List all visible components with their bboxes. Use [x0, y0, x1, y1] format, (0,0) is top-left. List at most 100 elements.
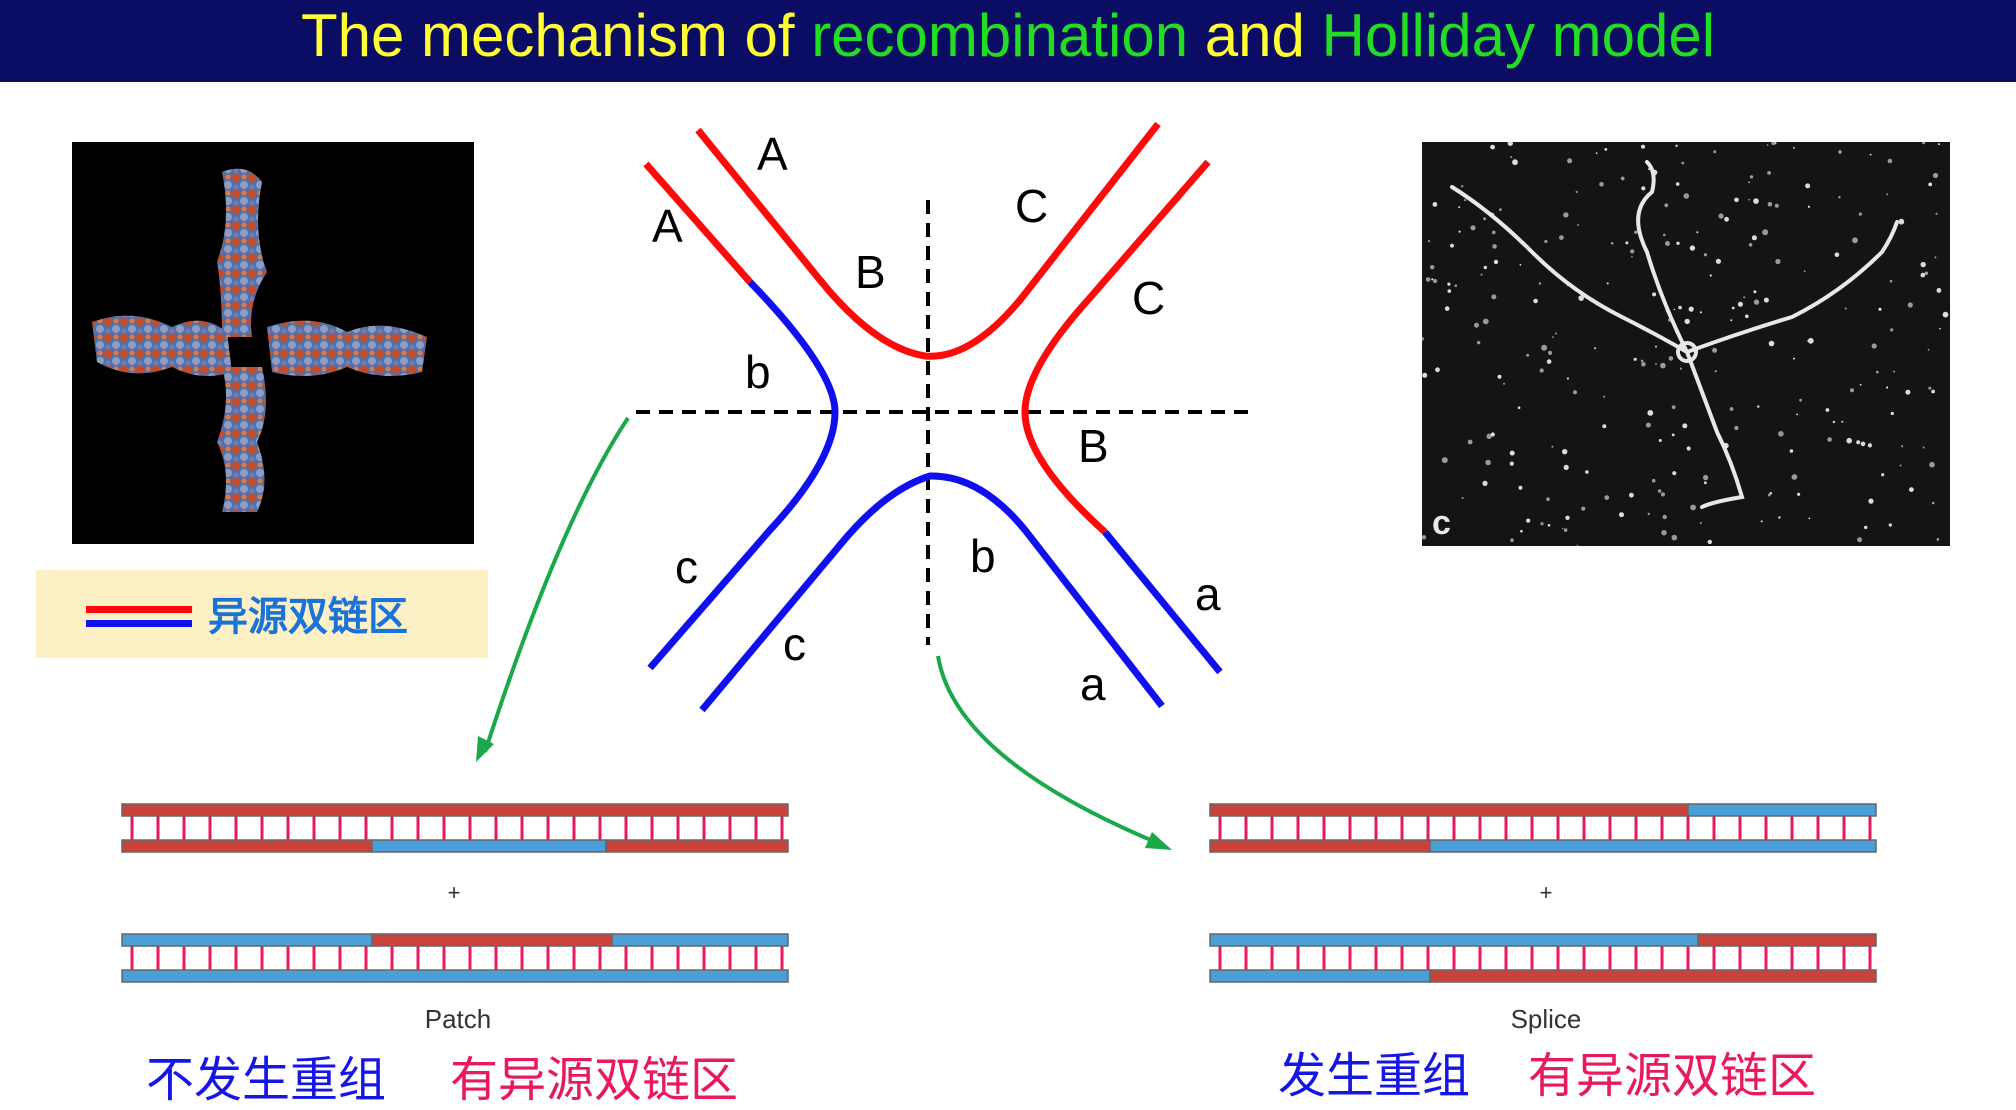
label-c-outer: c: [675, 541, 698, 593]
splice-duplex1-top-seg1: [1209, 803, 1689, 817]
micrograph-speck: [1789, 449, 1794, 453]
micrograph-speck: [1684, 318, 1690, 325]
patch-duplex2-bottom-strand: [121, 969, 789, 983]
micrograph-speck: [1796, 413, 1798, 416]
micrograph-speck: [1699, 522, 1702, 524]
micrograph-speck: [1748, 198, 1750, 201]
patch-product-diagram: + Patch: [121, 803, 789, 1034]
micrograph-speck: [1610, 242, 1614, 245]
micrograph-speck: [1510, 156, 1513, 159]
micrograph-speck: [1662, 514, 1667, 520]
micrograph-speck: [1927, 348, 1930, 351]
micrograph-speck: [1458, 230, 1461, 233]
micrograph-speck: [1714, 370, 1717, 373]
micrograph-speck: [1745, 314, 1749, 319]
micrograph-speck: [1581, 506, 1586, 511]
arrowhead-patch: [476, 736, 494, 762]
micrograph-speck: [1493, 259, 1499, 265]
micrograph-speck: [1576, 544, 1579, 546]
micrograph-speck: [1546, 497, 1550, 502]
arrowhead-splice: [1145, 832, 1172, 850]
label-C-outer: C: [1015, 180, 1048, 232]
splice-duplex2-top-seg2: [1697, 933, 1877, 947]
micrograph-speck: [1431, 278, 1434, 281]
micrograph-speck: [1730, 319, 1733, 322]
micrograph-speck: [1672, 471, 1677, 476]
micrograph-speck: [1625, 241, 1629, 245]
micrograph-speck: [1671, 433, 1675, 437]
title-bar: [0, 0, 2016, 82]
micrograph-speck: [1676, 241, 1680, 245]
micrograph-speck: [1665, 241, 1670, 246]
micrograph-speck: [1838, 196, 1841, 199]
micrograph-speck: [1712, 347, 1718, 353]
micrograph-speck: [1651, 478, 1656, 483]
micrograph-speck: [1533, 298, 1538, 304]
micrograph-speck: [1886, 193, 1889, 196]
label-a-inner: a: [1080, 658, 1106, 710]
arrow-to-splice: [936, 655, 1166, 848]
micrograph-speck: [1563, 212, 1569, 218]
splice-rungs-bottom: [1218, 946, 1872, 970]
micrograph-speck: [1454, 284, 1458, 287]
legend-label: 异源双链区: [208, 594, 408, 640]
micrograph-speck: [1696, 231, 1699, 234]
micrograph-speck: [1673, 308, 1676, 311]
micrograph-speck: [1803, 270, 1806, 273]
micrograph-speckles: [1422, 142, 1949, 546]
micrograph-speck: [1932, 172, 1939, 179]
label-B-right: B: [1078, 420, 1109, 472]
label-b-left: b: [745, 346, 771, 398]
splice-duplex1-bottom-seg1: [1209, 839, 1431, 853]
micrograph-speck: [1827, 437, 1832, 442]
micrograph-speck: [1678, 305, 1682, 310]
splice-rungs-top: [1218, 816, 1872, 840]
micrograph-speck: [1778, 516, 1781, 519]
label-b-lower: b: [970, 530, 996, 582]
title-part-4: Holliday model: [1321, 2, 1716, 69]
micrograph-speck: [1939, 327, 1941, 330]
micrograph-speck: [1881, 473, 1885, 477]
micrograph-speck: [1655, 363, 1657, 365]
patch-duplex1-bottom-patch: [371, 839, 607, 853]
micrograph-speck: [1686, 446, 1691, 451]
right-outer-strand-red: [1021, 159, 1211, 535]
micrograph-speck: [1899, 464, 1902, 467]
splice-duplex1-bottom-seg2: [1429, 839, 1877, 853]
micrograph-speck: [1763, 297, 1769, 303]
patch-plus: +: [448, 880, 461, 905]
micrograph-speck: [1563, 464, 1569, 470]
arrow-to-patch: [483, 416, 630, 753]
micrograph-speck: [1562, 527, 1564, 530]
micrograph-speck: [1541, 344, 1548, 351]
micrograph-speck: [1599, 182, 1604, 187]
micrograph-speck: [1547, 524, 1551, 527]
micrograph-speck: [1671, 534, 1678, 541]
micrograph-speck: [1526, 518, 1531, 523]
micrograph-speck: [1860, 441, 1866, 447]
legend-swatch: [86, 606, 192, 627]
micrograph-speck: [1775, 258, 1781, 265]
micrograph-speck: [1552, 336, 1554, 338]
micrograph-speck: [1889, 279, 1893, 283]
micrograph-speck: [1660, 362, 1666, 369]
micrograph-speck: [1768, 340, 1775, 347]
micrograph-speck: [1660, 492, 1665, 497]
micrograph-speck: [1435, 367, 1440, 373]
micrograph-speck: [1432, 202, 1438, 207]
patch-duplex1-bottom-seg3: [605, 839, 789, 853]
micrograph-speck: [1901, 445, 1904, 448]
micrograph-speck: [1482, 318, 1489, 325]
micrograph-speck: [1450, 243, 1454, 248]
micrograph-speck: [1647, 512, 1650, 516]
micrograph-speck: [1769, 492, 1772, 495]
micrograph-speck: [1825, 408, 1830, 412]
micrograph-speck: [1567, 158, 1573, 164]
micrograph-speck: [1430, 265, 1435, 270]
micrograph-speck: [1805, 183, 1811, 189]
micrograph-speck: [1713, 150, 1717, 154]
micrograph-speck: [1935, 212, 1938, 215]
micrograph-speck: [1540, 522, 1544, 526]
micrograph-speck: [1671, 405, 1676, 409]
